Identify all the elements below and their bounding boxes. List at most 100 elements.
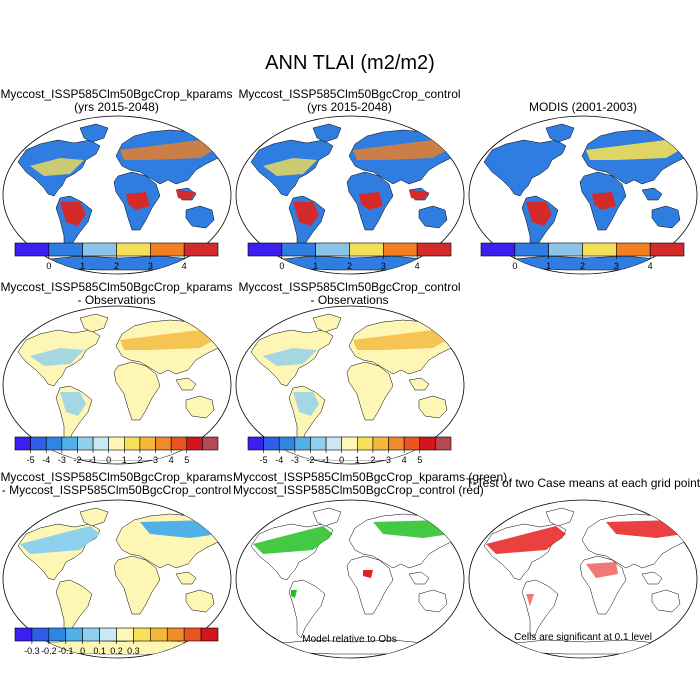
colorbar-tick-label: -0.3 [24,646,40,656]
panel-title-control-minus-obs: Myccost_ISSP585Clm50BgcCrop_control - Ob… [233,281,466,307]
colorbar-swatch [263,436,280,451]
colorbar-swatch [383,242,418,257]
panel-title-line1: MODIS (2001-2003) [528,100,638,114]
colorbar-swatch [82,242,117,257]
colorbar-tick-label: 5 [184,455,189,465]
colorbar-tick-label: 0 [279,261,284,271]
colorbar-swatch [77,436,94,451]
panel-title-control: Myccost_ISSP585Clm50BgcCrop_control (yrs… [233,88,466,114]
colorbar-swatch [45,436,63,451]
colorbar-absolute-2: 0 1 2 3 4 [247,242,452,271]
colorbar-tick-label: 0 [106,455,111,465]
colorbar-swatch [514,242,549,257]
colorbar-swatch [247,436,264,451]
colorbar-swatch [435,436,452,451]
colorbar-swatch [14,627,33,642]
colorbar-tick-label: 3 [614,261,619,271]
colorbar-tick-label: -4 [42,455,50,465]
colorbar-swatch [357,436,374,451]
colorbar-tick-label: -5 [27,455,35,465]
colorbar-swatch [166,627,185,642]
colorbar-tick-label: -1 [322,455,330,465]
colorbar-swatch [419,436,436,451]
panel-title-line1: Myccost_ISSP585Clm50BgcCrop_control [238,87,461,101]
note-model-relative: Model relative to Obs [302,634,397,645]
map-modis [468,115,698,275]
colorbar-swatch [150,627,168,642]
colorbar-swatch [281,242,316,257]
colorbar-tick-label: 3 [386,455,391,465]
colorbar-swatch [116,627,134,642]
colorbar-tick-label: -4 [275,455,283,465]
map-case-difference [2,499,232,659]
colorbar-swatch [582,242,617,257]
panel-title-line2: Myccost_ISSP585Clm50BgcCrop_control (red… [233,483,484,497]
colorbar-tick-label: -0.2 [41,646,57,656]
panel-title-line1: Myccost_ISSP585Clm50BgcCrop_kparams [0,280,233,294]
colorbar-tick-label: -3 [58,455,66,465]
colorbar-swatch [548,242,583,257]
map-control [235,115,465,275]
colorbar-case-difference: -0.3 -0.2 -0.1 0 0.1 0.2 0.3 [14,627,219,656]
colorbar-tick-label: 3 [381,261,386,271]
panel-title-green-red: Myccost_ISSP585Clm50BgcCrop_kparams (gre… [233,471,507,497]
colorbar-swatch [341,436,358,451]
colorbar-swatch [133,627,151,642]
colorbar-swatch [480,242,516,257]
colorbar-tick-label: 0 [512,261,517,271]
colorbar-tick-label: 2 [580,261,585,271]
colorbar-tick-label: 4 [648,261,653,271]
colorbar-tick-label: -5 [260,455,268,465]
colorbar-tick-label: 2 [370,455,375,465]
panel-title-ttest: T-Test of two Case means at each grid po… [466,477,700,490]
colorbar-tick-label: 2 [347,261,352,271]
figure-title: ANN TLAI (m2/m2) [265,52,435,74]
colorbar-swatch [183,627,202,642]
map-kparams [2,115,232,275]
note-significance: Cells are significant at 0.1 level [514,632,652,643]
colorbar-tick-label: -3 [291,455,299,465]
colorbar-tick-label: 2 [137,455,142,465]
colorbar-tick-label: 0.3 [127,646,140,656]
panel-title-line2: - Observations [310,293,389,307]
panel-title-line1: T-Test of two Case means at each grid po… [466,476,700,490]
colorbar-tick-label: 1 [355,455,360,465]
colorbar-tick-label: 1 [546,261,551,271]
colorbar-swatch [116,242,151,257]
colorbar-swatch [649,242,685,257]
colorbar-swatch [48,627,67,642]
panel-title-kparams-minus-obs: Myccost_ISSP585Clm50BgcCrop_kparams - Ob… [0,281,233,307]
colorbar-swatch [14,242,50,257]
colorbar-absolute-3: 0 1 2 3 4 [480,242,685,271]
colorbar-tick-label: 4 [415,261,420,271]
colorbar-swatch [310,436,327,451]
colorbar-tick-label: -1 [89,455,97,465]
colorbar-tick-label: 4 [402,455,407,465]
colorbar-tick-label: 0.2 [110,646,123,656]
colorbar-swatch [186,436,203,451]
colorbar-tick-label: -2 [306,455,314,465]
colorbar-swatch [65,627,83,642]
colorbar-swatch [403,436,421,451]
colorbar-swatch [92,436,110,451]
panel-title-line2: - Myccost_ISSP585Clm50BgcCrop_control [1,483,232,497]
colorbar-tick-label: 1 [122,455,127,465]
colorbar-swatch [294,436,311,451]
colorbar-swatch [388,436,405,451]
colorbar-swatch [31,627,50,642]
panel-title-line1: Myccost_ISSP585Clm50BgcCrop_kparams [0,470,233,484]
colorbar-swatch [170,436,188,451]
colorbar-swatch [183,242,219,257]
colorbar-swatch [315,242,350,257]
colorbar-swatch [349,242,384,257]
colorbar-swatch [82,627,100,642]
colorbar-swatch [30,436,47,451]
colorbar-tick-label: 0.1 [93,646,106,656]
colorbar-tick-label: 3 [153,455,158,465]
colorbar-swatch [325,436,343,451]
colorbar-tick-label: 1 [313,261,318,271]
colorbar-swatch [247,242,283,257]
colorbar-tick-label: 0 [46,261,51,271]
panel-title-line2: (yrs 2015-2048) [74,100,159,114]
